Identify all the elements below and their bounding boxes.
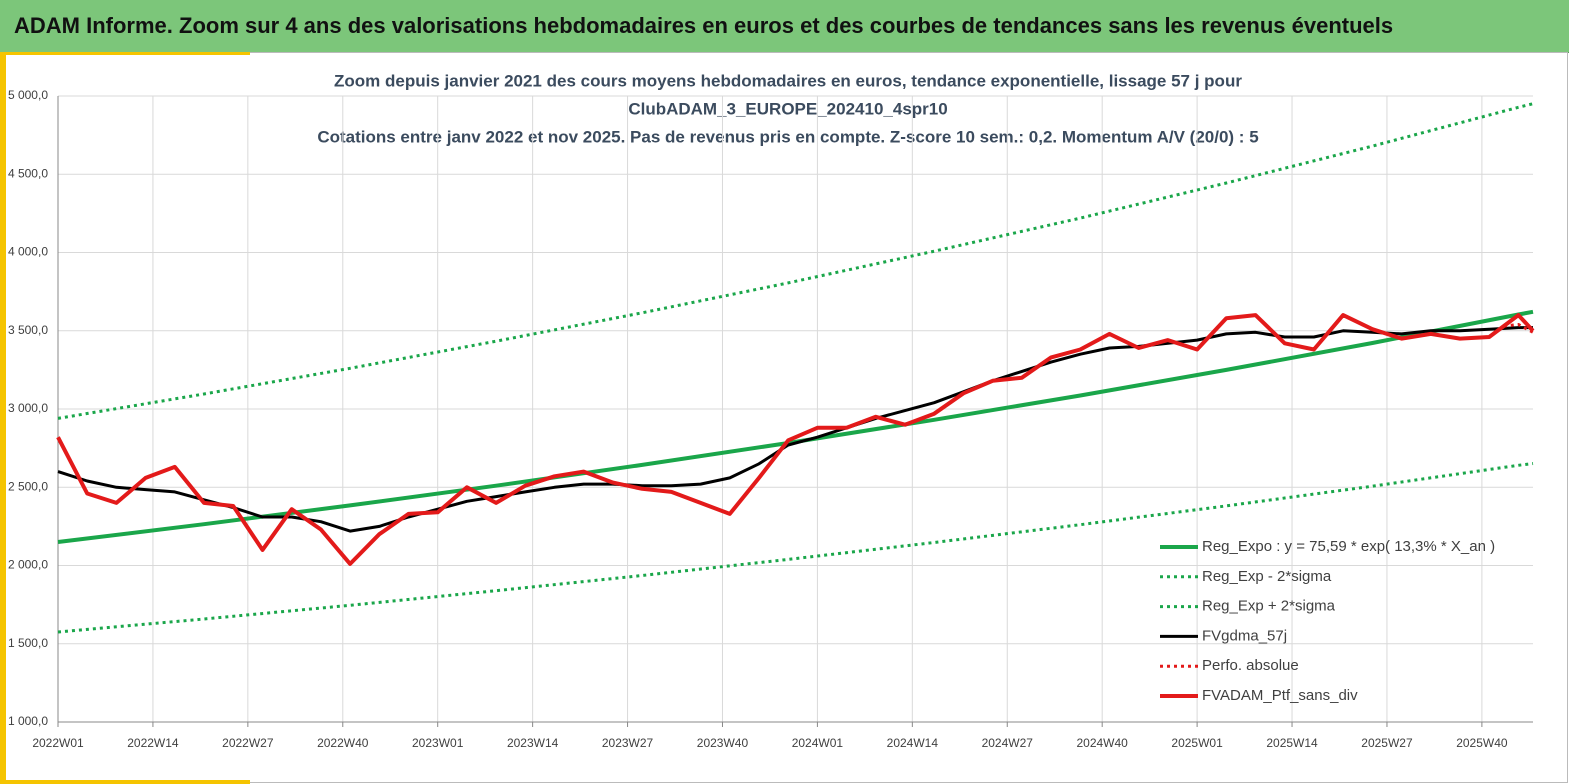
x-tick-label: 2025W40 [1456,736,1508,750]
header-title: ADAM Informe. Zoom sur 4 ans des valoris… [14,13,1394,38]
header: ADAM Informe. Zoom sur 4 ans des valoris… [0,0,1569,53]
y-tick-label: 1 000,0 [8,714,48,728]
series-line [57,309,1534,544]
legend-label: Reg_Exp - 2*sigma [1202,568,1332,585]
x-tick-label: 2024W40 [1076,736,1128,750]
x-tick-label: 2023W01 [412,736,464,750]
series-line [57,462,1534,634]
y-tick-label: 2 500,0 [8,479,48,493]
x-tick-label: 2022W40 [317,736,369,750]
y-tick-label: 3 500,0 [8,323,48,337]
y-tick-label: 4 500,0 [8,166,48,180]
chart-title: Cotations entre janv 2022 et nov 2025. P… [317,127,1258,146]
chart-title: Zoom depuis janvier 2021 des cours moyen… [334,71,1242,90]
x-tick-label: 2022W27 [222,736,274,750]
chart-frame [0,52,1568,783]
legend-label: Perfo. absolue [1202,657,1299,674]
legend-label: FVgdma_57j [1202,627,1287,644]
x-tick-label: 2024W14 [887,736,939,750]
x-tick-label: 2024W27 [982,736,1034,750]
accent [0,780,250,784]
x-tick-label: 2023W14 [507,736,559,750]
x-tick-label: 2024W01 [792,736,844,750]
y-tick-label: 3 000,0 [8,401,48,415]
x-tick-label: 2023W27 [602,736,654,750]
accent [0,52,6,782]
chart: Zoom depuis janvier 2021 des cours moyen… [0,52,1568,784]
x-tick-label: 2025W27 [1361,736,1413,750]
x-tick-label: 2025W01 [1171,736,1223,750]
legend-label: FVADAM_Ptf_sans_div [1202,687,1358,704]
chart-title: ClubADAM_3_EUROPE_202410_4spr10 [628,99,947,118]
series-line [1503,323,1534,334]
y-tick-label: 4 000,0 [8,245,48,259]
legend-label: Reg_Exp + 2*sigma [1202,598,1336,615]
x-tick-label: 2023W40 [697,736,749,750]
series-line [57,326,1533,533]
series-line [57,102,1534,420]
y-tick-label: 5 000,0 [8,88,48,102]
y-tick-label: 2 000,0 [8,558,48,572]
x-tick-label: 2025W14 [1266,736,1318,750]
accent [0,52,250,55]
y-tick-label: 1 500,0 [8,636,48,650]
series-line [56,313,1535,566]
x-tick-label: 2022W14 [127,736,179,750]
legend-label: Reg_Expo : y = 75,59 * exp( 13,3% * X_an… [1202,538,1495,555]
x-tick-label: 2022W01 [32,736,84,750]
